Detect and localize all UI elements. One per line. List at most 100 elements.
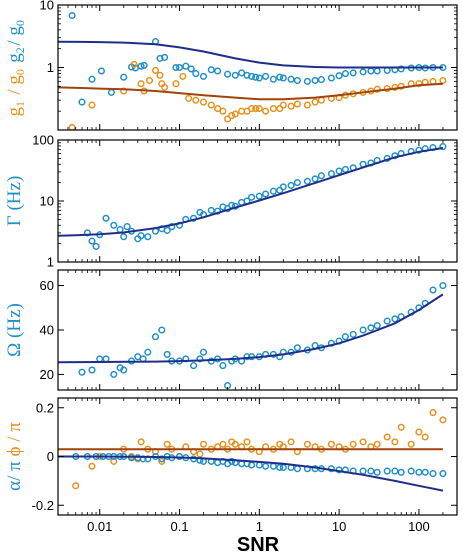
data-point: [415, 428, 423, 436]
data-point: [187, 65, 195, 73]
data-point: [88, 366, 96, 374]
data-point: [349, 330, 357, 338]
data-point: [415, 146, 423, 154]
data-point: [130, 60, 138, 68]
data-point: [311, 175, 319, 183]
data-point: [199, 72, 208, 80]
y-tick-label: 100: [32, 133, 54, 148]
data-point: [415, 468, 423, 476]
data-point: [231, 440, 239, 448]
data-point: [144, 348, 152, 356]
data-point: [317, 172, 325, 180]
data-point: [439, 143, 447, 151]
data-point: [168, 223, 176, 231]
data-point: [96, 355, 104, 363]
data-point: [224, 70, 232, 78]
plot-area-4: [58, 409, 447, 492]
data-point: [439, 76, 447, 85]
data-point: [383, 317, 391, 325]
data-point: [207, 66, 215, 74]
data-point: [311, 98, 319, 106]
data-point: [219, 107, 227, 115]
data-point: [287, 102, 295, 110]
data-point: [373, 322, 381, 330]
data-point: [158, 326, 166, 334]
x-tick-label: 0.01: [87, 519, 112, 534]
data-point: [192, 96, 200, 104]
data-point: [243, 438, 251, 446]
data-point: [196, 450, 204, 458]
data-point: [156, 71, 164, 79]
y-tick-label: 10: [40, 194, 54, 209]
data-point: [224, 115, 232, 123]
data-point: [293, 76, 301, 85]
y-tick-label: -0.2: [32, 498, 54, 513]
data-point: [269, 187, 277, 195]
data-point: [172, 63, 180, 72]
data-point: [137, 438, 145, 446]
data-point: [317, 96, 325, 104]
data-point: [72, 482, 80, 490]
y-tick-label: 1: [47, 60, 54, 75]
data-point: [415, 80, 423, 88]
data-point: [219, 440, 227, 448]
data-point: [279, 183, 287, 191]
data-point: [439, 416, 447, 424]
data-point: [359, 438, 367, 446]
data-point: [192, 70, 200, 78]
data-point: [367, 67, 375, 75]
data-point: [327, 440, 335, 448]
data-point: [88, 101, 96, 109]
panel-3: 20 40 60 Ω (Hz): [4, 269, 458, 391]
data-point: [303, 440, 311, 448]
data-point: [140, 61, 148, 69]
data-point: [407, 440, 415, 448]
data-point: [120, 233, 128, 241]
data-point: [120, 366, 128, 374]
data-point: [373, 67, 381, 75]
data-point: [439, 282, 447, 290]
x-tick-label: 10: [332, 519, 346, 534]
data-point: [383, 467, 391, 475]
data-point: [163, 226, 171, 234]
data-point: [78, 368, 86, 376]
data-point: [279, 74, 287, 82]
data-point: [293, 344, 301, 352]
data-point: [287, 75, 295, 83]
data-point: [341, 165, 349, 173]
data-point: [243, 71, 251, 79]
panel-1: 1 10 g1 / g0 g2 / g0: [4, 0, 458, 131]
panel-frame: [57, 269, 458, 391]
data-point: [185, 94, 193, 102]
x-tick-label: 100: [408, 519, 430, 534]
y-tick-label: 0.2: [36, 400, 54, 415]
data-point: [102, 214, 110, 222]
data-point: [196, 355, 204, 363]
data-point: [144, 233, 152, 241]
data-point: [116, 226, 124, 234]
data-point: [407, 467, 415, 475]
data-point: [151, 66, 160, 74]
data-point: [199, 348, 208, 356]
data-point: [429, 409, 437, 417]
data-point: [262, 190, 270, 198]
y-axis-label: g1 / g0 g2 / g0: [4, 19, 27, 117]
data-point: [97, 67, 105, 75]
data-point: [243, 353, 251, 361]
data-point: [207, 101, 215, 109]
data-point: [68, 123, 76, 130]
data-point: [359, 68, 367, 76]
data-point: [391, 467, 399, 475]
data-point: [276, 463, 284, 472]
x-tick-label: 1: [256, 519, 263, 534]
data-point: [327, 170, 335, 178]
data-point: [293, 179, 301, 187]
data-point: [341, 70, 349, 78]
data-point: [199, 440, 208, 448]
data-point: [349, 69, 357, 77]
data-point: [231, 110, 239, 118]
data-point: [383, 433, 391, 441]
data-point: [137, 80, 145, 88]
data-point: [262, 462, 270, 470]
